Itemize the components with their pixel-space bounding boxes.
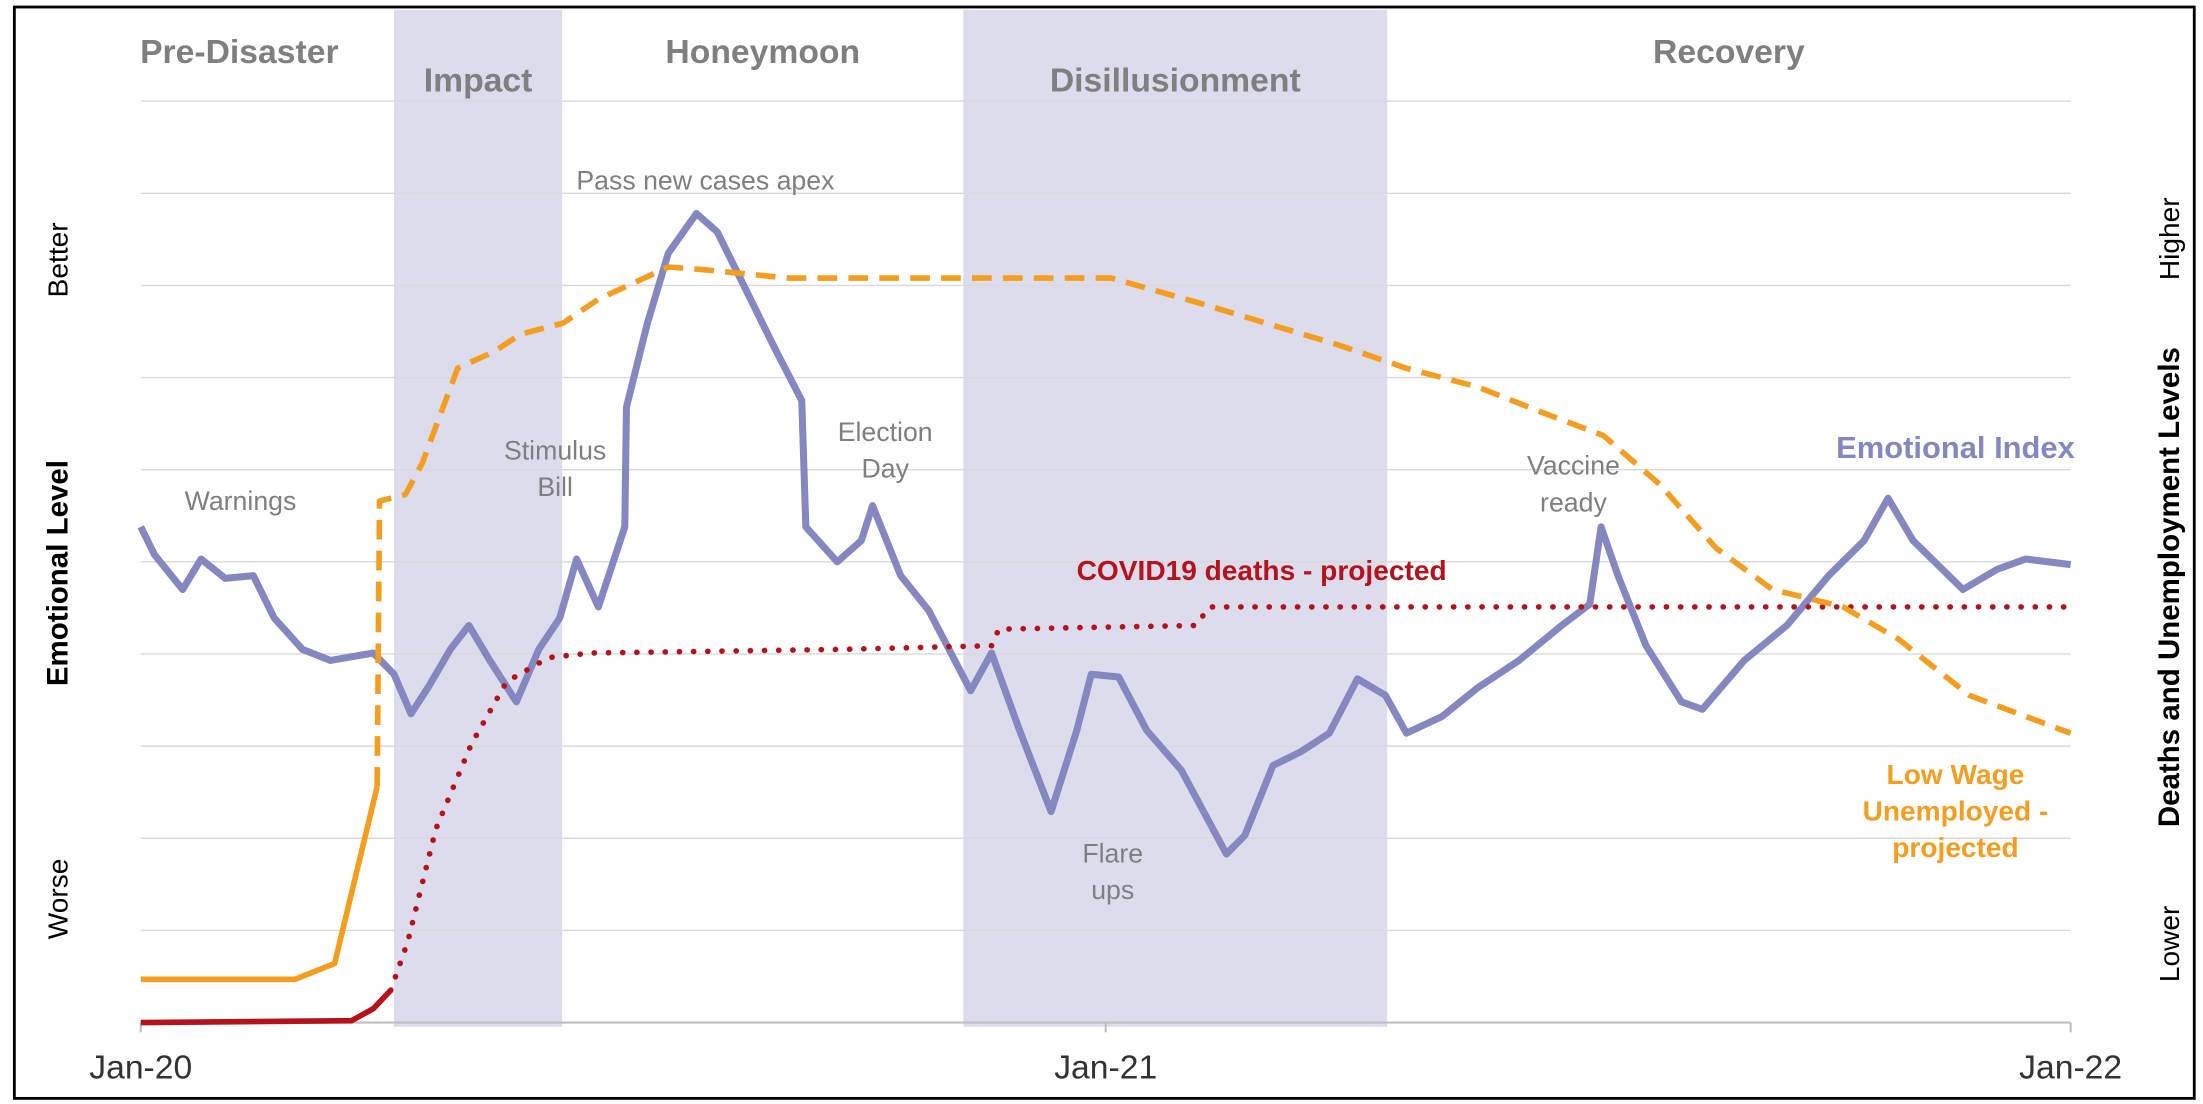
series-label: Emotional Index [1836,429,2075,465]
phase-band [963,9,1388,1027]
y-axis-bottom-label: Worse [43,859,74,940]
series-label: Low Wage Unemployed - projected [1862,759,2049,864]
phase-bands [394,9,1388,1027]
annotation: Election Day [837,418,933,485]
series-line [140,988,393,1026]
phase-label: Honeymoon [665,33,860,71]
series-label-box: Emotional Index [1836,429,2075,465]
annotation: Vaccine ready [1526,452,1620,519]
x-tick-label: Jan-20 [89,1049,192,1087]
series-label-box: COVID19 deaths - projected [1076,556,1447,588]
y-axis-top-label: Better [43,222,74,297]
phase-label: Disillusionment [1050,61,1301,99]
annotation: Warnings [184,487,297,517]
phase-label: Impact [424,61,533,99]
series-label-box: Low Wage Unemployed - projected [1862,759,2049,864]
annotation-box: Vaccine ready [1526,452,1620,519]
y2-axis-bottom-label: Lower [2154,906,2185,982]
y2-axis-top-label: Higher [2154,197,2185,280]
series-line [140,786,380,983]
annotation-box: Pass new cases apex [576,167,835,197]
series-label: COVID19 deaths - projected [1076,556,1447,588]
annotation: Flare ups [1082,839,1144,906]
phase-label: Recovery [1653,33,1805,71]
annotation-box: Stimulus Bill [503,436,607,503]
annotation-box: Warnings [184,487,297,517]
y-axis-title: Emotional Level [42,460,75,686]
x-tick-label: Jan-22 [2019,1049,2122,1087]
annotation-box: Election Day [837,418,933,485]
series-line [374,264,2072,787]
labels: Pre-Disaster Impact Honeymoon Disillusionme… [89,33,2122,1087]
series-line [387,604,2074,994]
lines [137,209,2074,1026]
x-tick-label: Jan-21 [1054,1049,1157,1087]
phase-band [394,9,563,1027]
annotation-box: Flare ups [1082,839,1144,906]
annotation: Stimulus Bill [503,436,607,503]
y2-axis-title: Deaths and Unemployment Levels [2153,347,2186,827]
phase-label: Pre-Disaster [140,33,339,71]
frame [12,5,2196,1100]
series-line [137,209,2072,858]
annotation: Pass new cases apex [576,167,835,197]
